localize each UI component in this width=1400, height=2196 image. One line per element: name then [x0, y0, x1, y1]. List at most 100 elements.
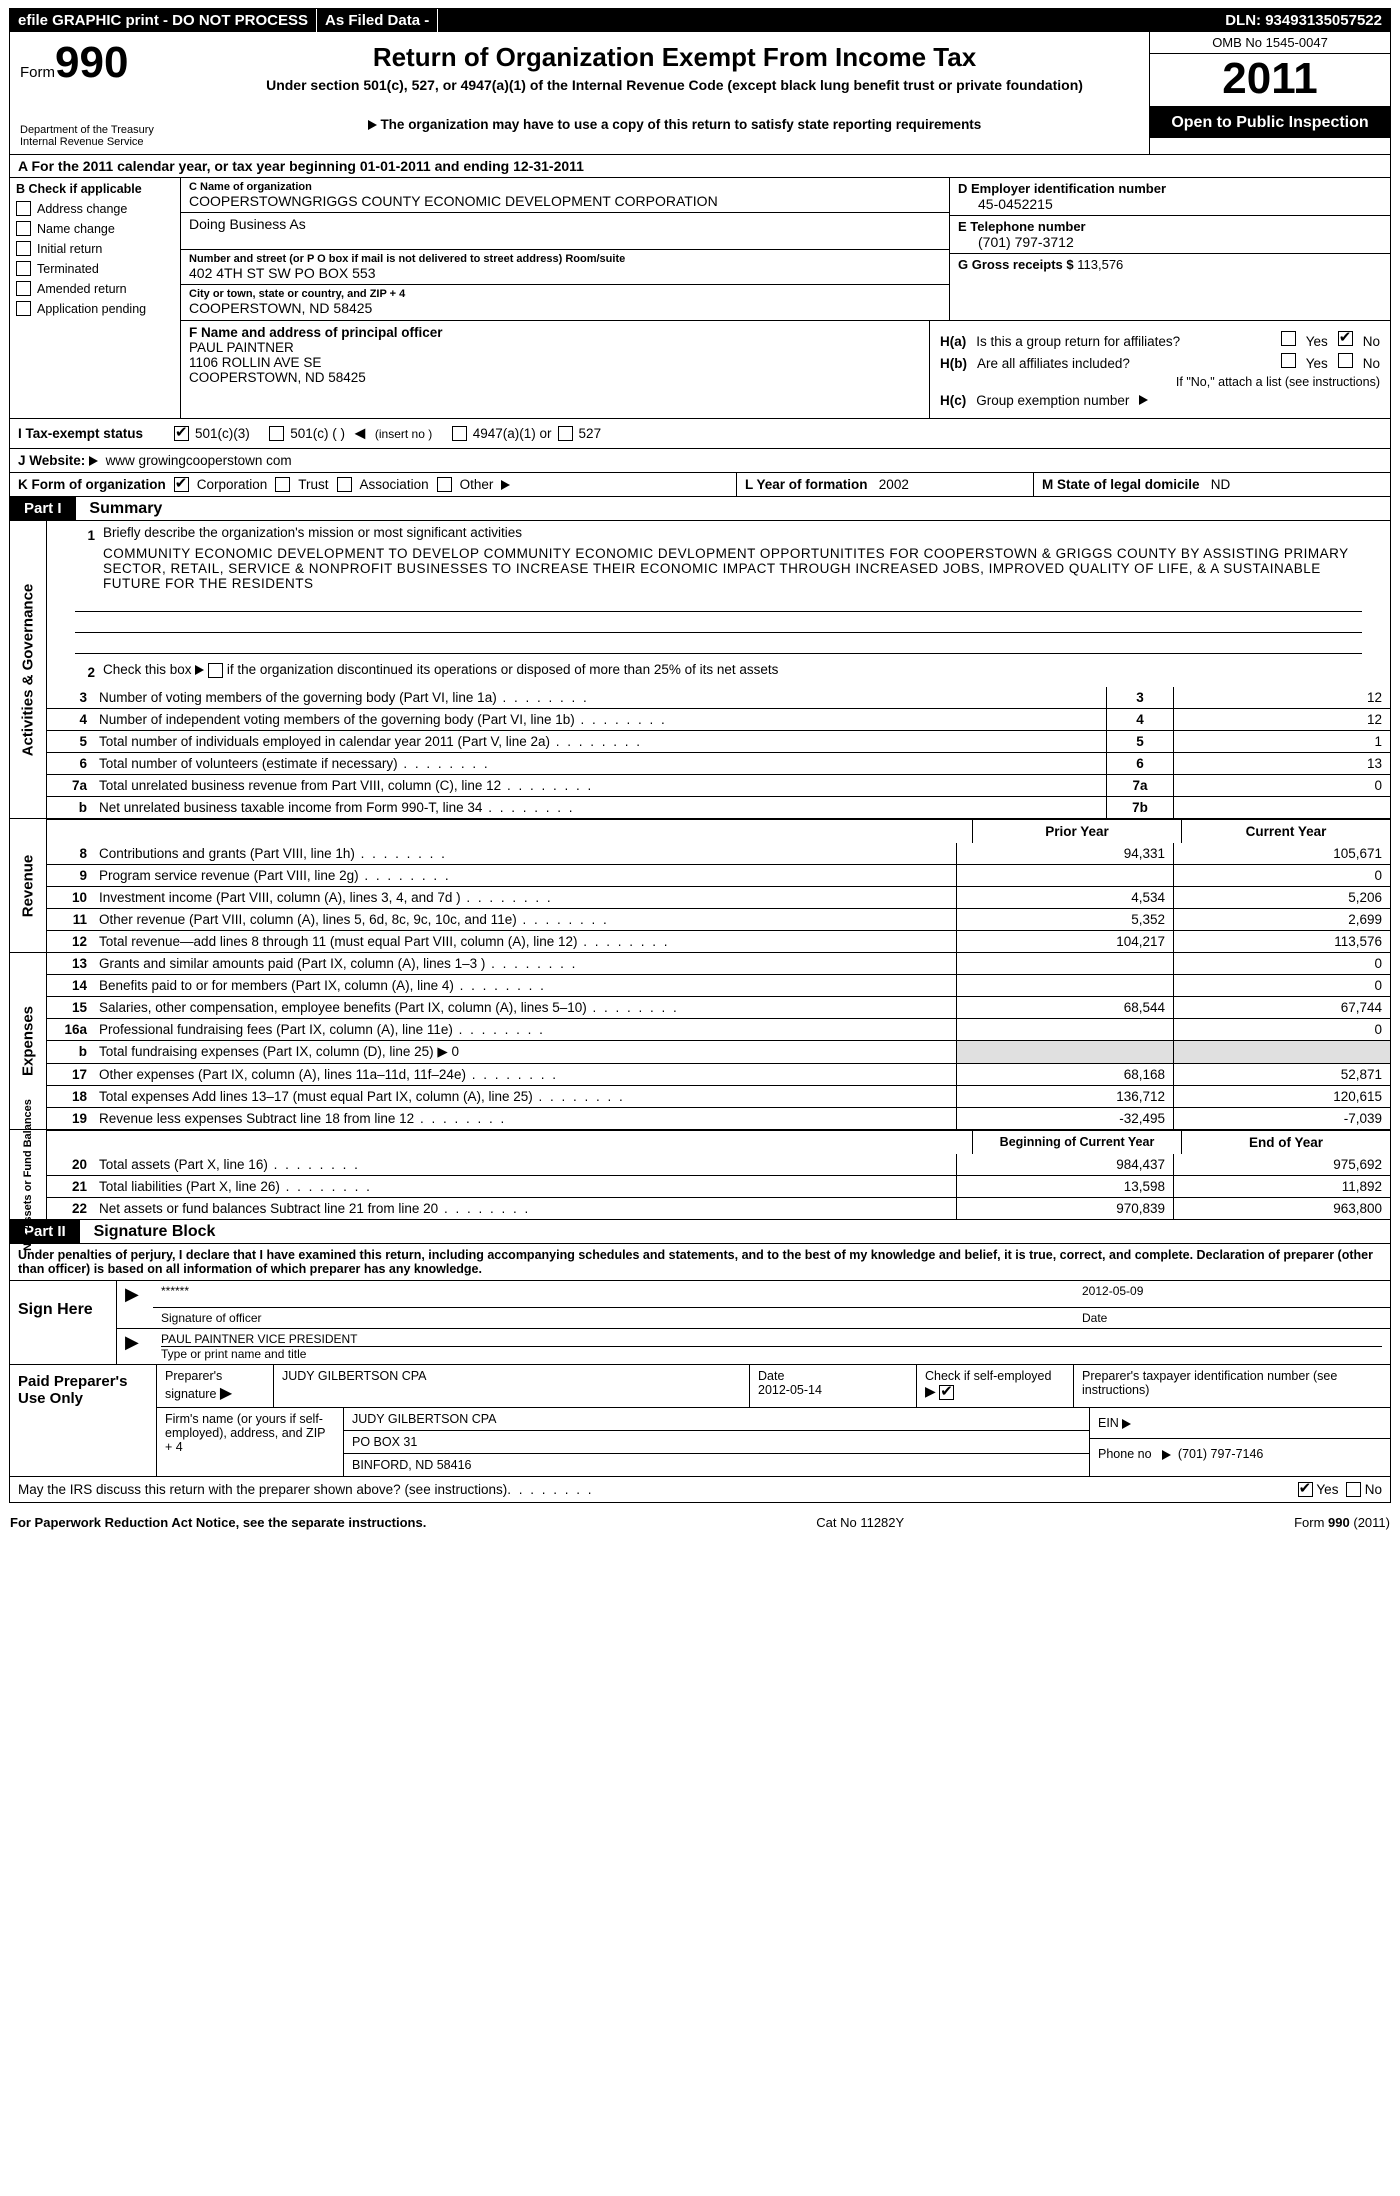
prior-value: 68,168 [956, 1064, 1173, 1085]
prior-value: 5,352 [956, 909, 1173, 930]
gross-receipts: 113,576 [1077, 257, 1123, 272]
checkbox-trust[interactable] [275, 477, 290, 492]
line-text: Total revenue—add lines 8 through 11 (mu… [95, 931, 956, 952]
netassets-line: 21 Total liabilities (Part X, line 26) 1… [47, 1175, 1390, 1197]
checkbox-4947[interactable] [452, 426, 467, 441]
prior-value: 68,544 [956, 997, 1173, 1018]
hc-text: Group exemption number [976, 393, 1129, 408]
state-domicile: ND [1211, 477, 1231, 492]
checkbox-self-employed[interactable] [939, 1385, 954, 1400]
prior-value: 104,217 [956, 931, 1173, 952]
line-text: Professional fundraising fees (Part IX, … [95, 1019, 956, 1040]
checkbox-501c3[interactable] [174, 426, 189, 441]
end-value: 975,692 [1173, 1154, 1390, 1175]
checkbox-name-change[interactable] [16, 221, 31, 236]
summary-line: 7a Total unrelated business revenue from… [47, 774, 1390, 796]
prior-value [956, 1041, 1173, 1063]
checkbox-discontinued[interactable] [208, 663, 223, 678]
line-box: 4 [1106, 709, 1173, 730]
checkbox-terminated[interactable] [16, 261, 31, 276]
sig-officer-label: Signature of officer [153, 1308, 1074, 1328]
prep-date: 2012-05-14 [758, 1383, 908, 1397]
summary-line: 3 Number of voting members of the govern… [47, 687, 1390, 708]
checkbox-initial-return[interactable] [16, 241, 31, 256]
checkbox-address-change[interactable] [16, 201, 31, 216]
label-ein: D Employer identification number [958, 181, 1382, 196]
expense-line: 13 Grants and similar amounts paid (Part… [47, 953, 1390, 974]
year-formation: 2002 [879, 477, 909, 492]
part-1-header-row: Part I Summary [10, 496, 1390, 520]
line-text: Total number of individuals employed in … [95, 731, 1106, 752]
col-current-year: Current Year [1181, 820, 1390, 843]
arrow-icon [368, 120, 377, 130]
current-value: 105,671 [1173, 843, 1390, 864]
firm-name: JUDY GILBERTSON CPA [344, 1408, 1089, 1431]
current-value: 0 [1173, 865, 1390, 886]
checkbox-association[interactable] [337, 477, 352, 492]
officer-name-title: PAUL PAINTNER VICE PRESIDENT [161, 1332, 1382, 1347]
current-value: -7,039 [1173, 1108, 1390, 1129]
line-num: 16a [47, 1019, 95, 1040]
prior-value: 136,712 [956, 1086, 1173, 1107]
line-value: 13 [1173, 753, 1390, 774]
dept-irs: Internal Revenue Service [20, 136, 200, 148]
begin-value: 970,839 [956, 1198, 1173, 1219]
checkbox-527[interactable] [558, 426, 573, 441]
col-prior-year: Prior Year [972, 820, 1181, 843]
line-value: 12 [1173, 709, 1390, 730]
discuss-no-checkbox[interactable] [1346, 1482, 1361, 1497]
label-trust: Trust [298, 477, 328, 492]
col-begin-year: Beginning of Current Year [972, 1131, 1181, 1154]
line-text: Other revenue (Part VIII, column (A), li… [95, 909, 956, 930]
m-label: M State of legal domicile [1042, 477, 1200, 492]
line-num: 6 [47, 753, 95, 774]
current-value: 67,744 [1173, 997, 1390, 1018]
reporting-notice: The organization may have to use a copy … [380, 117, 981, 132]
revenue-line: 10 Investment income (Part VIII, column … [47, 886, 1390, 908]
label-terminated: Terminated [37, 262, 99, 276]
hb-yes-checkbox[interactable] [1281, 353, 1296, 368]
hb-note: If "No," attach a list (see instructions… [940, 375, 1380, 389]
line-num: 8 [47, 843, 95, 864]
form-990-page: efile GRAPHIC print - DO NOT PROCESS As … [9, 8, 1391, 1503]
checkbox-other[interactable] [437, 477, 452, 492]
ha-yes-checkbox[interactable] [1281, 331, 1296, 346]
ha-no-checkbox[interactable] [1338, 331, 1353, 346]
expense-line: 14 Benefits paid to or for members (Part… [47, 974, 1390, 996]
dept-treasury: Department of the Treasury [20, 124, 200, 136]
tax-year: 2011 [1150, 54, 1390, 107]
line-num: 4 [47, 709, 95, 730]
line-num: b [47, 797, 95, 818]
revenue-section: Revenue Prior Year Current Year 8 Contri… [10, 818, 1390, 952]
as-filed: As Filed Data - [317, 9, 438, 32]
current-value: 2,699 [1173, 909, 1390, 930]
ein-label: EIN [1098, 1416, 1119, 1430]
revenue-line: 8 Contributions and grants (Part VIII, l… [47, 843, 1390, 864]
line-1-num: 1 [55, 525, 103, 546]
discuss-yes-checkbox[interactable] [1298, 1482, 1313, 1497]
prior-value [956, 865, 1173, 886]
checkbox-corporation[interactable] [174, 477, 189, 492]
city-state-zip: COOPERSTOWN, ND 58425 [189, 300, 941, 316]
label-527: 527 [579, 426, 602, 441]
label-association: Association [360, 477, 429, 492]
line-text: Salaries, other compensation, employee b… [95, 997, 956, 1018]
label-corporation: Corporation [197, 477, 268, 492]
form-word: Form [20, 64, 55, 81]
checkbox-pending[interactable] [16, 301, 31, 316]
sign-here-section: Sign Here ▶ ****** 2012-05-09 Signature … [10, 1280, 1390, 1364]
prior-value: 4,534 [956, 887, 1173, 908]
hb-no-checkbox[interactable] [1338, 353, 1353, 368]
part-1-title: Summary [79, 500, 162, 518]
side-label-expenses: Expenses [20, 1006, 37, 1076]
dba-label: Doing Business As [189, 216, 941, 232]
mission-text: COMMUNITY ECONOMIC DEVELOPMENT TO DEVELO… [55, 546, 1382, 591]
line-num: 12 [47, 931, 95, 952]
line-value: 12 [1173, 687, 1390, 708]
checkbox-amended[interactable] [16, 281, 31, 296]
ein: 45-0452215 [958, 196, 1382, 212]
label-501c3: 501(c)(3) [195, 426, 250, 441]
hb-no-label: No [1363, 356, 1380, 371]
checkbox-501c[interactable] [269, 426, 284, 441]
firm-addr1: PO BOX 31 [344, 1431, 1089, 1454]
